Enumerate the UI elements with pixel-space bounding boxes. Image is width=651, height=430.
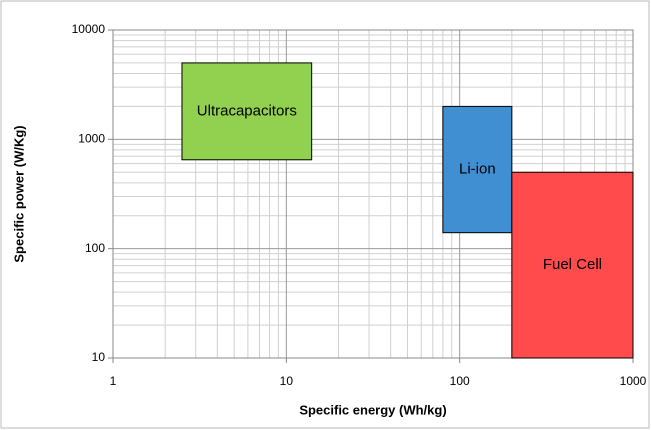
x-tick-label: 100 bbox=[450, 374, 470, 388]
x-tick-label: 1 bbox=[110, 374, 117, 388]
x-tick-label: 10 bbox=[280, 374, 294, 388]
region bbox=[181, 62, 313, 161]
region-label: Li-ion bbox=[459, 161, 496, 178]
x-tick-label: 1000 bbox=[620, 374, 647, 388]
x-axis-title: Specific energy (Wh/kg) bbox=[299, 402, 446, 417]
y-axis-title: Specific power (W/Kg) bbox=[11, 125, 26, 262]
y-tick-label: 10000 bbox=[72, 22, 106, 36]
y-tick-label: 100 bbox=[85, 241, 105, 255]
region-label: Fuel Cell bbox=[543, 256, 602, 273]
region bbox=[442, 105, 513, 234]
region bbox=[511, 171, 634, 359]
y-tick-label: 1000 bbox=[78, 132, 105, 146]
region-label: Ultracapacitors bbox=[197, 102, 297, 119]
y-tick-label: 10 bbox=[92, 350, 106, 364]
